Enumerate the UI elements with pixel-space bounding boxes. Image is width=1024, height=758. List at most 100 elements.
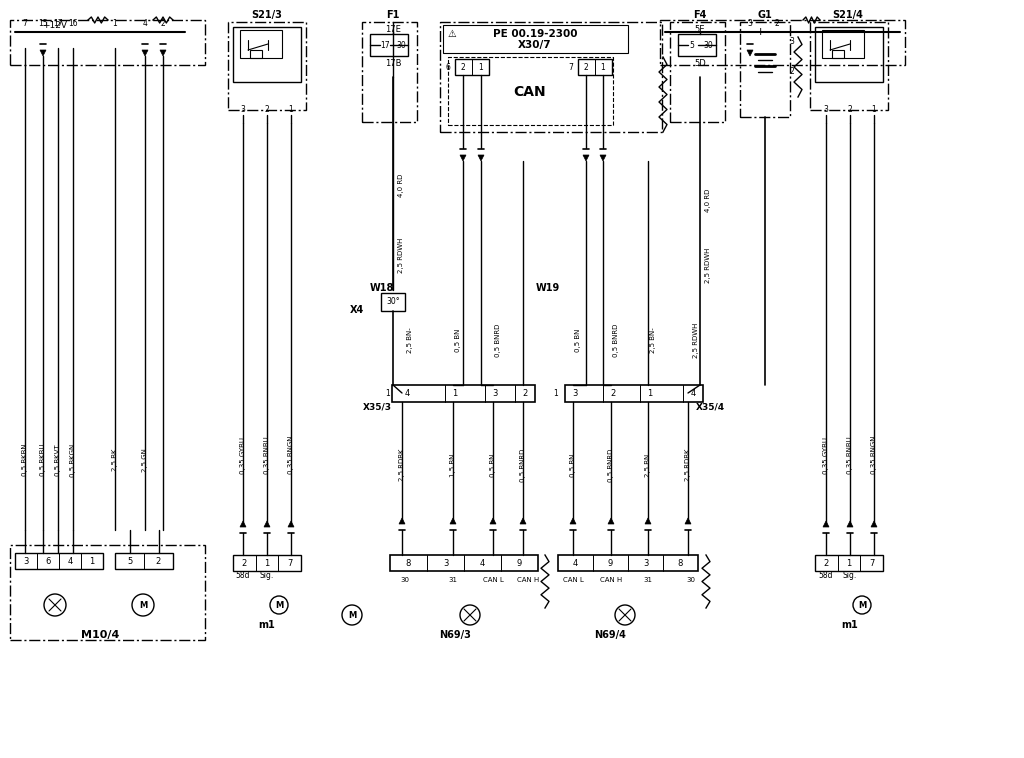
Text: 1: 1 [264,559,269,568]
Text: 4,0 RD: 4,0 RD [398,174,404,196]
Text: 0,5 BKVT: 0,5 BKVT [55,444,61,476]
Text: 4: 4 [142,20,147,29]
Bar [10,20,205,65]
Text: 2: 2 [823,559,829,568]
Polygon shape [460,155,466,161]
Text: 1: 1 [601,62,605,71]
Polygon shape [583,155,589,161]
Bar [390,555,538,571]
Text: CAN H: CAN H [517,577,539,583]
Text: 4,0 RD: 4,0 RD [705,188,711,211]
Text: 17: 17 [53,20,62,29]
Bar [815,27,883,82]
Bar [822,30,864,58]
Polygon shape [264,521,270,527]
Text: PE 00.19-2300: PE 00.19-2300 [493,29,578,39]
Polygon shape [520,518,526,524]
Text: S21/4: S21/4 [833,10,863,20]
Bar [670,22,725,122]
Circle shape [460,605,480,625]
Text: 0,5 BN: 0,5 BN [490,453,496,477]
Text: 2,5 BN-: 2,5 BN- [650,327,656,353]
Text: 0,35 BNBU: 0,35 BNBU [264,436,270,474]
Text: 8: 8 [678,559,683,568]
Text: 1: 1 [478,62,483,71]
Polygon shape [847,521,853,527]
Text: 17: 17 [380,40,390,49]
Text: m1: m1 [259,620,275,630]
Bar [831,50,844,58]
Bar [678,34,716,56]
Text: +: + [756,27,765,37]
Text: 2,5 RDBK: 2,5 RDBK [685,449,691,481]
Text: 31: 31 [643,577,652,583]
Text: X35/4: X35/4 [695,402,725,412]
Text: 0,5 BKBU: 0,5 BKBU [40,443,46,476]
Polygon shape [399,518,406,524]
Text: 3: 3 [572,389,578,397]
Text: CAN L: CAN L [482,577,504,583]
Text: 0,5 BNRD: 0,5 BNRD [520,448,526,481]
Text: W18: W18 [370,283,394,293]
Text: 30: 30 [703,40,713,49]
Text: 1: 1 [453,389,458,397]
Bar [660,20,905,65]
Polygon shape [600,155,606,161]
Text: 2,5 BK: 2,5 BK [112,449,118,471]
Text: 0,5 BNRD: 0,5 BNRD [613,324,618,357]
Text: 2: 2 [774,20,779,29]
Bar [228,22,306,110]
Text: 2: 2 [264,105,269,114]
Text: 2: 2 [461,62,465,71]
Text: 58d: 58d [236,572,250,581]
Text: 17E: 17E [385,24,401,33]
Text: N69/4: N69/4 [594,630,626,640]
Text: +12V: +12V [43,21,68,30]
Bar [370,34,408,56]
Text: M: M [274,600,283,609]
Bar [115,553,173,569]
Text: 0,5 BNRD: 0,5 BNRD [608,448,614,481]
Text: 15: 15 [38,20,48,29]
Text: 7: 7 [287,559,293,568]
Text: 6: 6 [445,62,451,71]
Bar [449,57,613,125]
Text: 0,35 GYBU: 0,35 GYBU [823,437,829,474]
Polygon shape [160,50,166,56]
Text: 3: 3 [241,105,246,114]
Bar [240,30,282,58]
Text: 2: 2 [522,389,527,397]
Text: 1: 1 [386,389,390,397]
Text: M: M [348,610,356,619]
Bar [381,293,406,311]
Text: 2: 2 [610,389,615,397]
Text: 31: 31 [449,577,458,583]
Text: 0,35 BNGN: 0,35 BNGN [288,436,294,475]
Text: 3: 3 [823,105,828,114]
Text: 2: 2 [156,556,161,565]
Text: 4: 4 [480,559,485,568]
Polygon shape [288,521,294,527]
Text: 3: 3 [643,559,648,568]
Bar [10,545,205,640]
Text: 7: 7 [23,20,28,29]
Text: 1: 1 [89,556,94,565]
Text: Sig.: Sig. [260,572,274,581]
Circle shape [44,594,66,616]
Text: 2: 2 [790,67,795,77]
Text: 30: 30 [400,577,410,583]
Bar [250,50,262,58]
Text: 1: 1 [847,559,852,568]
Polygon shape [40,50,46,56]
Bar [815,555,883,571]
Text: 0,5 BKGN: 0,5 BKGN [70,443,76,477]
Text: 1: 1 [289,105,293,114]
Text: M: M [858,600,866,609]
Text: 3: 3 [493,389,498,397]
Text: 58d: 58d [819,572,834,581]
Text: 0,5 BNRD: 0,5 BNRD [495,324,501,357]
Text: m1: m1 [842,620,858,630]
Bar [565,385,703,402]
Text: 4: 4 [690,389,695,397]
Text: 9: 9 [517,559,522,568]
